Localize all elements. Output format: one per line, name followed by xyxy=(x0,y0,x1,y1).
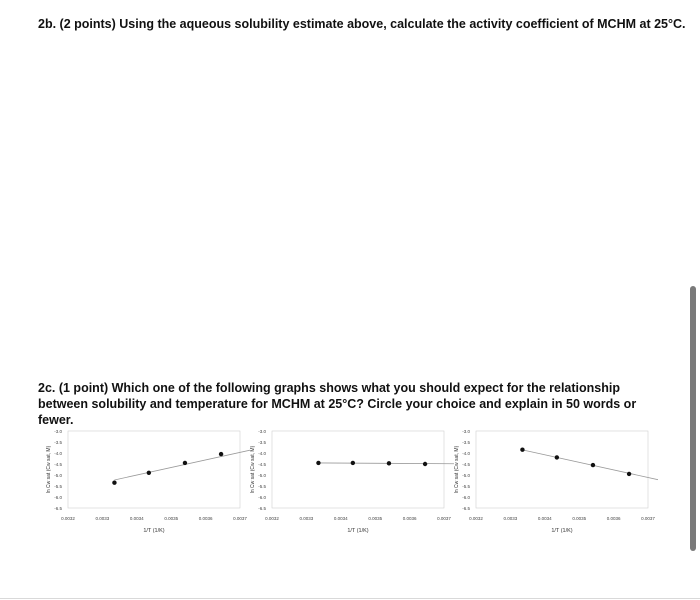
data-point xyxy=(146,470,152,475)
data-point xyxy=(520,447,525,452)
x-tick-label: 0.0037 xyxy=(641,516,655,521)
x-tick-label: 0.0033 xyxy=(96,516,110,521)
data-point xyxy=(316,460,321,466)
plot-area xyxy=(271,430,445,509)
graph-3-svg: -3.0 -3.5 -4.0 -4.5 -5.0 -5.5 -6.0 -6.5 0.0032 0.… xyxy=(454,429,658,534)
y-tick-label: -4.5 xyxy=(258,462,266,467)
x-tick-label: 0.0035 xyxy=(368,516,382,521)
trendline xyxy=(114,449,250,481)
y-tick-label: -5.5 xyxy=(54,484,62,489)
x-tick-label: 0.0032 xyxy=(265,516,279,521)
y-tick-label: -5.0 xyxy=(462,473,470,478)
y-tick-label: -3.5 xyxy=(462,440,470,445)
x-tick-label: 0.0035 xyxy=(164,516,178,521)
y-tick-label: -5.0 xyxy=(54,473,62,478)
x-tick-label: 0.0034 xyxy=(334,516,348,521)
x-tick-label: 0.0034 xyxy=(538,516,552,521)
x-tick-label: 0.0033 xyxy=(300,516,314,521)
y-tick-label: -6.0 xyxy=(258,495,266,500)
trendline xyxy=(522,449,658,481)
y-tick-label: -6.0 xyxy=(462,495,470,500)
x-tick-label: 0.0034 xyxy=(130,516,144,521)
graph-option-1[interactable]: -3.0 -3.5 -4.0 -4.5 -5.0 -5.5 -6.0 -6.5 0.0032 0.… xyxy=(40,425,250,545)
graph-option-2[interactable]: -3.0 -3.5 -4.0 -4.5 -5.0 -5.5 -6.0 -6.5 0.0032 0.… xyxy=(244,425,454,545)
y-tick-label: -6.5 xyxy=(54,506,62,511)
question-2c: 2c. (1 point) Which one of the following… xyxy=(38,381,637,427)
plot-area xyxy=(67,430,241,509)
y-tick-label: -3.0 xyxy=(462,429,470,434)
plot-area xyxy=(475,430,649,509)
x-tick-label: 0.0036 xyxy=(199,516,213,521)
data-point xyxy=(112,480,117,485)
scrollbar-thumb[interactable] xyxy=(690,286,696,551)
y-tick-label: -4.0 xyxy=(54,451,62,456)
y-tick-label: -3.5 xyxy=(54,440,62,445)
y-tick-label: -6.0 xyxy=(54,495,62,500)
data-point xyxy=(350,460,356,466)
x-tick-label: 0.0037 xyxy=(233,516,247,521)
graph-option-3[interactable]: -3.0 -3.5 -4.0 -4.5 -5.0 -5.5 -6.0 -6.5 0.0032 0.… xyxy=(448,425,658,545)
x-axis-label: 1/T (1/K) xyxy=(347,528,368,534)
y-tick-label: -5.5 xyxy=(258,484,266,489)
x-axis-label: 1/T (1/K) xyxy=(143,528,164,534)
graph-1-svg: -3.0 -3.5 -4.0 -4.5 -5.0 -5.5 -6.0 -6.5 0.0032 0.… xyxy=(46,429,250,534)
data-point xyxy=(590,462,596,468)
data-point xyxy=(554,455,560,460)
x-tick-label: 0.0036 xyxy=(607,516,621,521)
graph-2-svg: -3.0 -3.5 -4.0 -4.5 -5.0 -5.5 -6.0 -6.5 0.0032 0.… xyxy=(250,429,454,534)
question-2b: 2b. (2 points) Using the aqueous solubil… xyxy=(38,17,686,31)
y-tick-label: -3.5 xyxy=(258,440,266,445)
y-tick-label: -4.5 xyxy=(54,462,62,467)
x-tick-label: 0.0035 xyxy=(572,516,586,521)
y-tick-label: -4.0 xyxy=(258,451,266,456)
y-axis-label: ln Cw sat (Cw sat, M) xyxy=(250,445,256,493)
y-tick-label: -6.5 xyxy=(258,506,266,511)
y-tick-label: -4.5 xyxy=(462,462,470,467)
y-tick-label: -4.0 xyxy=(462,451,470,456)
y-tick-label: -3.0 xyxy=(54,429,62,434)
x-axis-label: 1/T (1/K) xyxy=(551,528,572,534)
trendline xyxy=(318,462,454,465)
y-tick-label: -6.5 xyxy=(462,506,470,511)
x-tick-label: 0.0037 xyxy=(437,516,451,521)
data-point xyxy=(626,471,632,477)
x-tick-label: 0.0032 xyxy=(469,516,483,521)
x-tick-label: 0.0032 xyxy=(61,516,75,521)
y-axis-label: ln Cw sat (Cw sat, M) xyxy=(454,445,460,493)
y-axis-label: ln Cw sat (Cw sat, M) xyxy=(46,445,52,493)
data-point xyxy=(422,461,428,467)
data-point xyxy=(182,460,188,466)
y-tick-label: -5.5 xyxy=(462,484,470,489)
data-point xyxy=(218,451,224,457)
x-tick-label: 0.0033 xyxy=(504,516,518,521)
y-tick-label: -5.0 xyxy=(258,473,266,478)
page-divider xyxy=(0,598,700,599)
x-tick-label: 0.0036 xyxy=(403,516,417,521)
y-tick-label: -3.0 xyxy=(258,429,266,434)
data-point xyxy=(386,461,392,466)
